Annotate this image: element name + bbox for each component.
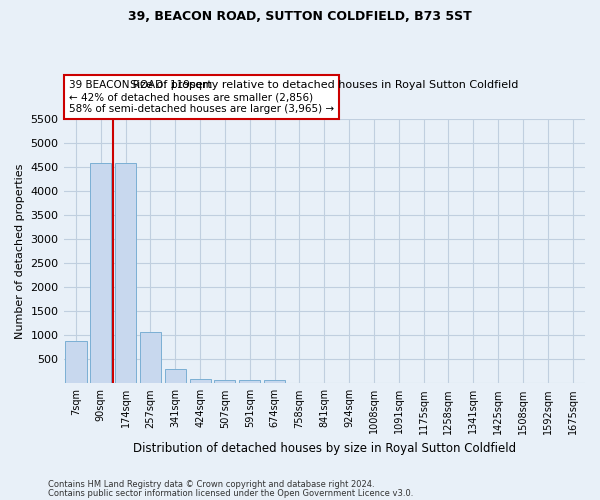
Bar: [165, 369, 186, 384]
Bar: [214, 380, 235, 384]
Bar: [264, 380, 285, 384]
Y-axis label: Number of detached properties: Number of detached properties: [15, 164, 25, 339]
Title: Size of property relative to detached houses in Royal Sutton Coldfield: Size of property relative to detached ho…: [130, 80, 518, 90]
Bar: [239, 380, 260, 384]
Bar: [115, 163, 136, 384]
X-axis label: Distribution of detached houses by size in Royal Sutton Coldfield: Distribution of detached houses by size …: [133, 442, 516, 455]
Bar: [90, 163, 112, 384]
Text: 39 BEACON ROAD: 119sqm
← 42% of detached houses are smaller (2,856)
58% of semi-: 39 BEACON ROAD: 119sqm ← 42% of detached…: [69, 80, 334, 114]
Text: Contains HM Land Registry data © Crown copyright and database right 2024.: Contains HM Land Registry data © Crown c…: [48, 480, 374, 489]
Bar: [190, 378, 211, 384]
Bar: [65, 341, 86, 384]
Bar: [140, 332, 161, 384]
Text: Contains public sector information licensed under the Open Government Licence v3: Contains public sector information licen…: [48, 490, 413, 498]
Text: 39, BEACON ROAD, SUTTON COLDFIELD, B73 5ST: 39, BEACON ROAD, SUTTON COLDFIELD, B73 5…: [128, 10, 472, 23]
